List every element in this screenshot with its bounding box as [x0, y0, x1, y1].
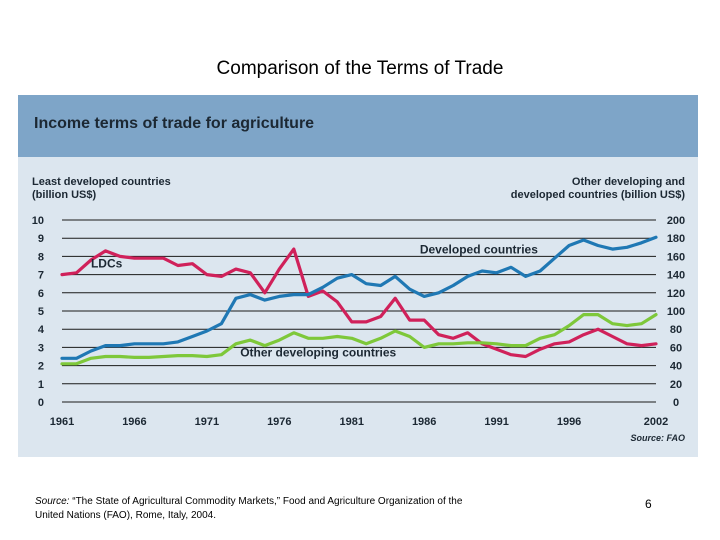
y-tick-label-right: 180	[667, 233, 685, 245]
series-layer	[60, 235, 658, 366]
y-tick-label-right: 80	[670, 324, 682, 336]
source-note: Source: “The State of Agricultural Commo…	[35, 495, 475, 523]
right-axis-title: developed countries (billion US$)	[511, 189, 686, 201]
y-tick-label-left: 7	[38, 270, 44, 282]
x-tick-label: 1971	[195, 416, 219, 428]
series-line-developed-countries	[60, 235, 658, 360]
y-tick-label-right: 160	[667, 251, 685, 263]
x-tick-label: 1961	[50, 416, 74, 428]
y-tick-label-left: 10	[32, 215, 44, 227]
chart-plot: 0123456789100204060801001201401601802001…	[32, 176, 686, 443]
y-tick-label-right: 40	[670, 361, 682, 373]
slide-title: Comparison of the Terms of Trade	[216, 58, 504, 79]
source-label: Source:	[35, 496, 70, 507]
series-label-other-developing-countries: Other developing countries	[240, 346, 396, 360]
grid-layer	[62, 219, 656, 403]
y-tick-label-left: 4	[38, 324, 45, 336]
y-tick-label-left: 9	[38, 233, 44, 245]
x-tick-label: 1996	[557, 416, 581, 428]
y-tick-label-left: 8	[38, 251, 44, 263]
left-axis-title: Least developed countries	[32, 176, 171, 188]
series-line-ldcs	[60, 247, 658, 359]
y-tick-label-left: 6	[38, 288, 44, 300]
x-tick-label: 2002	[644, 416, 668, 428]
y-tick-label-right: 100	[667, 306, 685, 318]
x-tick-label: 1981	[340, 416, 364, 428]
x-tick-label: 1986	[412, 416, 436, 428]
series-label-ldcs: LDCs	[91, 256, 123, 270]
chart-title: Income terms of trade for agriculture	[34, 115, 315, 132]
x-tick-label: 1966	[122, 416, 146, 428]
y-tick-label-right: 120	[667, 288, 685, 300]
annotation-layer: LDCs Developed countries Other developing …	[91, 243, 538, 360]
chart-source-label: Source: FAO	[630, 433, 685, 443]
y-tick-label-left: 0	[38, 397, 44, 409]
y-tick-label-right: 60	[670, 342, 682, 354]
y-tick-label-left: 3	[38, 342, 44, 354]
y-tick-label-right: 0	[673, 397, 679, 409]
y-tick-label-right: 200	[667, 215, 685, 227]
source-text: “The State of Agricultural Commodity Mar…	[35, 496, 463, 521]
y-tick-label-right: 140	[667, 270, 685, 282]
y-tick-label-right: 20	[670, 379, 682, 391]
series-label-developed-countries: Developed countries	[420, 243, 538, 257]
x-tick-label: 1976	[267, 416, 291, 428]
y-tick-label-left: 1	[38, 379, 44, 391]
axis-labels: 0123456789100204060801001201401601802001…	[32, 176, 686, 443]
right-axis-title: Other developing and	[572, 176, 685, 188]
y-tick-label-left: 5	[38, 306, 44, 318]
series-line-other-developing-countries	[60, 313, 658, 366]
page-number: 6	[645, 497, 652, 511]
y-tick-label-left: 2	[38, 361, 44, 373]
x-tick-label: 1991	[484, 416, 508, 428]
left-axis-title: (billion US$)	[32, 189, 97, 201]
chart-banner: Income terms of trade for agriculture	[18, 95, 698, 157]
